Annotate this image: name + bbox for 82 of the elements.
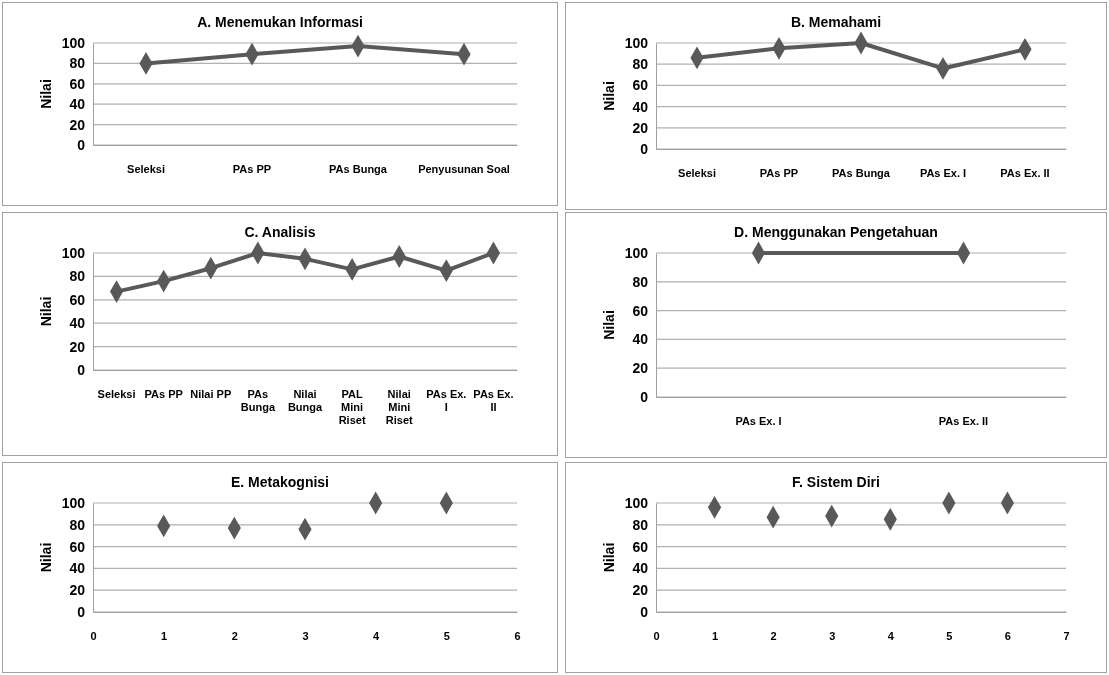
x-tick-label: Seleksi <box>678 166 716 179</box>
y-tick-label: 80 <box>69 55 86 72</box>
y-tick-label: 20 <box>632 360 649 377</box>
y-tick-label: 40 <box>632 560 649 577</box>
y-tick-label: 80 <box>632 56 649 73</box>
chart-title: B. Memahami <box>790 14 882 30</box>
y-tick-label: 80 <box>632 273 649 290</box>
x-tick-label: PAs Bunga <box>832 166 891 179</box>
y-tick-label: 40 <box>69 96 86 113</box>
y-tick-label: 20 <box>69 116 86 133</box>
y-tick-label: 40 <box>69 315 86 332</box>
x-tick-label: 5 <box>443 629 450 642</box>
y-tick-label: 40 <box>632 98 649 115</box>
x-tick-label: PAs Ex. II <box>1000 166 1050 179</box>
y-tick-label: 100 <box>624 494 649 511</box>
chart-title: C. Analisis <box>244 224 316 240</box>
x-tick-label: PAs PP <box>144 387 183 400</box>
y-tick-label: 80 <box>69 516 86 533</box>
x-tick-label: PAs Bunga <box>329 162 388 175</box>
y-tick-label: 60 <box>632 538 649 555</box>
y-tick-label: 20 <box>632 119 649 136</box>
x-tick-label: 4 <box>373 629 381 642</box>
y-tick-label: 100 <box>61 244 86 261</box>
x-tick-label: PAs PP <box>232 162 272 175</box>
y-tick-label: 0 <box>640 603 649 620</box>
x-tick-label: PAs Ex. I <box>919 166 967 179</box>
y-tick-label: 100 <box>61 34 86 51</box>
x-tick-label: PAs Ex. II <box>938 414 989 427</box>
x-tick-label: PAs Ex. I <box>426 387 467 414</box>
y-axis-title: Nilai <box>38 79 54 109</box>
x-tick-label: 2 <box>770 629 777 642</box>
y-tick-label: 0 <box>77 361 86 378</box>
chart-title: D. Menggunakan Pengetahuan <box>734 224 938 240</box>
x-tick-label: 6 <box>1004 629 1011 642</box>
y-tick-label: 20 <box>632 582 649 599</box>
x-tick-label: 3 <box>829 629 836 642</box>
x-tick-label: PAs PP <box>759 166 799 179</box>
x-tick-label: 5 <box>946 629 953 642</box>
x-tick-label: 1 <box>712 629 719 642</box>
y-tick-label: 80 <box>632 516 649 533</box>
y-tick-label: 60 <box>69 75 86 92</box>
x-tick-label: PAs Bunga <box>240 387 276 414</box>
x-tick-label: Nilai PP <box>190 387 232 400</box>
x-tick-label: Seleksi <box>97 387 136 400</box>
y-tick-label: 0 <box>77 136 86 153</box>
y-tick-label: 100 <box>61 494 86 511</box>
y-tick-label: 100 <box>624 244 649 261</box>
y-tick-label: 40 <box>632 331 649 348</box>
x-tick-label: Nilai Mini Riset <box>385 387 413 427</box>
x-tick-label: PAL Mini Riset <box>338 387 366 427</box>
y-tick-label: 60 <box>632 302 649 319</box>
y-axis-title: Nilai <box>601 81 617 111</box>
x-tick-label: 1 <box>161 629 168 642</box>
y-tick-label: 60 <box>632 77 649 94</box>
y-tick-label: 80 <box>69 268 86 285</box>
x-tick-label: 0 <box>90 629 97 642</box>
x-tick-label: 3 <box>302 629 309 642</box>
x-tick-label: 7 <box>1063 629 1070 642</box>
x-tick-label: 2 <box>231 629 238 642</box>
chart-title: A. Menemukan Informasi <box>197 14 363 30</box>
x-tick-label: PAs Ex. I <box>735 414 782 427</box>
y-tick-label: 20 <box>69 582 86 599</box>
y-axis-title: Nilai <box>601 310 617 340</box>
chart-title: F. Sistem Diri <box>792 474 880 490</box>
y-tick-label: 60 <box>69 538 86 555</box>
x-tick-label: 6 <box>514 629 521 642</box>
y-axis-title: Nilai <box>38 542 54 573</box>
y-tick-label: 0 <box>640 140 649 157</box>
y-axis-title: Nilai <box>38 296 54 327</box>
x-tick-label: 0 <box>653 629 660 642</box>
x-tick-label: Penyusunan Soal <box>418 162 510 175</box>
x-tick-label: Seleksi <box>127 162 165 175</box>
y-axis-title: Nilai <box>601 542 617 573</box>
y-tick-label: 20 <box>69 338 86 355</box>
x-tick-label: 4 <box>887 629 895 642</box>
y-tick-label: 60 <box>69 291 86 308</box>
x-tick-label: PAs Ex. II <box>473 387 514 414</box>
chart-title: E. Metakognisi <box>230 474 330 490</box>
x-tick-label: Nilai Bunga <box>287 387 323 414</box>
y-tick-label: 100 <box>624 34 649 51</box>
y-tick-label: 40 <box>69 560 86 577</box>
y-tick-label: 0 <box>77 603 86 620</box>
